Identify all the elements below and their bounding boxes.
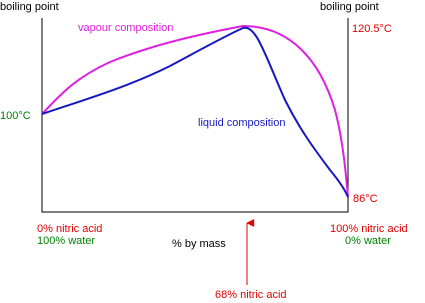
water-temp: 100°C <box>0 110 31 122</box>
liquid-curve <box>41 26 349 198</box>
right-acid-label: 100% nitric acid <box>330 223 408 235</box>
left-acid-label: 0% nitric acid <box>37 223 102 235</box>
vapour-label: vapour composition <box>78 22 173 34</box>
peak-temp: 120.5°C <box>352 23 392 35</box>
right-axis-label: boiling point <box>320 1 379 13</box>
azeotrope-label: 68% nitric acid <box>215 289 287 301</box>
left-axis-label: boiling point <box>0 1 59 13</box>
x-axis-label: % by mass <box>172 238 226 250</box>
left-water-label: 100% water <box>37 235 95 247</box>
right-water-label: 0% water <box>345 235 391 247</box>
acid-temp: 86°C <box>353 193 378 205</box>
vapour-curve <box>41 24 349 198</box>
axes <box>41 18 349 213</box>
liquid-label: liquid composition <box>198 117 285 129</box>
